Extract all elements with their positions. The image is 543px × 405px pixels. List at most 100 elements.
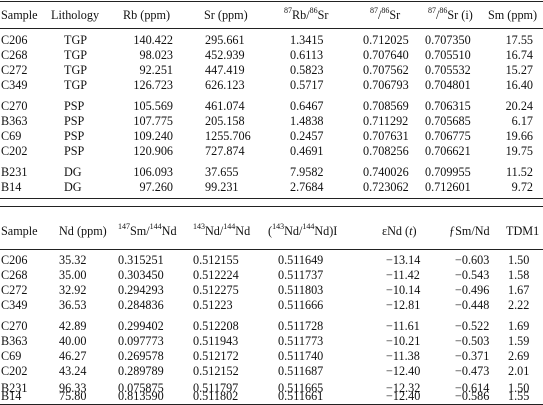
lithology-cell: PSP: [64, 144, 85, 158]
header-rule: [0, 28, 543, 29]
sr-ratio-cell: 0.706793: [363, 78, 409, 92]
nd-cell: 43.24: [59, 364, 87, 378]
sr-initial-cell: 0.705532: [425, 63, 471, 77]
sm-nd-ratio-cell: 0.269578: [118, 349, 164, 363]
sr-ratio-cell: 0.723062: [363, 180, 409, 194]
f-sm-nd-cell: −0.473: [455, 364, 490, 378]
table-row: C206 TGP 140.422 295.661 1.3415 0.712025…: [0, 33, 543, 48]
tdm-cell: 1.50: [508, 381, 530, 395]
sr-cell: 99.231: [205, 180, 239, 194]
header-sr-initial: 87/86Sr (i): [428, 5, 473, 22]
sm-cell: 6.17: [511, 114, 533, 128]
nd-ratio-cell: 0.511943: [193, 334, 239, 348]
sample-cell: C270: [1, 319, 28, 333]
header-lithology: Lithology: [51, 8, 100, 22]
nd-cell: 40.00: [59, 334, 87, 348]
lithology-cell: DG: [64, 180, 82, 194]
rb-sr-ratio-cell: 2.7684: [290, 180, 324, 194]
table-row: B14 DG 97.260 99.231 2.7684 0.723062 0.7…: [0, 180, 543, 195]
sm-cell: 16.74: [505, 48, 533, 62]
sample-cell: C270: [1, 99, 28, 113]
tdm-cell: 2.22: [508, 298, 530, 312]
sm-nd-ratio-cell: 0.299402: [118, 319, 164, 333]
table-row: B14 75.80 0.813590 0.511802 0.511661 −12…: [0, 389, 543, 404]
table-row: B231 DG 106.093 37.655 7.9582 0.740026 0…: [0, 165, 543, 180]
table-row: C272 TGP 92.251 447.419 0.5823 0.707562 …: [0, 63, 543, 78]
nd-ratio-cell: 0.512155: [193, 253, 239, 267]
sm-nd-ratio-cell: 0.097773: [118, 334, 164, 348]
tdm-cell: 2.01: [508, 364, 530, 378]
sample-cell: C272: [1, 63, 28, 77]
lithology-cell: TGP: [64, 63, 88, 77]
rb-cell: 107.775: [133, 114, 173, 128]
sr-cell: 37.655: [205, 165, 239, 179]
sr-ratio-cell: 0.707631: [363, 129, 409, 143]
rb-sr-ratio-cell: 0.5717: [290, 78, 324, 92]
sr-initial-cell: 0.706315: [425, 99, 471, 113]
nd-ratio-cell: 0.51223: [193, 298, 233, 312]
sm-nd-table: Sample Nd (ppm) 147Sm/144Nd 143Nd/144Nd …: [0, 204, 543, 405]
nd-initial-cell: 0.511649: [278, 253, 324, 267]
rb-cell: 98.023: [139, 48, 173, 62]
sr-cell: 727.874: [205, 144, 245, 158]
rb-cell: 92.251: [139, 63, 173, 77]
f-sm-nd-cell: −0.603: [455, 253, 490, 267]
sample-cell: C349: [1, 78, 28, 92]
sample-cell: C268: [1, 268, 28, 282]
header-row: Sample Nd (ppm) 147Sm/144Nd 143Nd/144Nd …: [0, 222, 543, 239]
table-row: C202 43.24 0.289789 0.512152 0.511687 −1…: [0, 364, 543, 379]
f-sm-nd-cell: −0.586: [455, 389, 490, 403]
sample-cell: C206: [1, 253, 28, 267]
f-sm-nd-cell: −0.496: [455, 283, 490, 297]
nd-ratio-cell: 0.512208: [193, 319, 239, 333]
sr-ratio-cell: 0.708569: [363, 99, 409, 113]
sr-cell: 295.661: [205, 33, 245, 47]
table-row: B231 96.33 0.075875 0.511797 0.511665 −1…: [0, 381, 543, 396]
rb-sr-ratio-cell: 0.4691: [290, 144, 324, 158]
lithology-cell: TGP: [64, 33, 88, 47]
f-sm-nd-cell: −0.543: [455, 268, 490, 282]
sm-nd-ratio-cell: 0.315251: [118, 253, 164, 267]
rb-sr-ratio-cell: 0.2457: [290, 129, 324, 143]
sample-cell: C206: [1, 33, 28, 47]
sample-cell: B363: [1, 114, 28, 128]
rb-sr-ratio-cell: 1.4838: [290, 114, 324, 128]
nd-initial-cell: 0.511803: [278, 283, 324, 297]
sample-cell: C69: [1, 129, 22, 143]
sr-ratio-cell: 0.712025: [363, 33, 409, 47]
lithology-cell: DG: [64, 165, 82, 179]
table-row: C272 32.92 0.294293 0.512275 0.511803 −1…: [0, 283, 543, 298]
f-sm-nd-cell: −0.371: [455, 349, 490, 363]
epsilon-nd-cell: −12.32: [386, 381, 421, 395]
nd-initial-cell: 0.511665: [278, 381, 324, 395]
rb-cell: 126.723: [133, 78, 173, 92]
lithology-cell: PSP: [64, 129, 85, 143]
table-row: C268 TGP 98.023 452.939 0.6113 0.707640 …: [0, 48, 543, 63]
tdm-cell: 1.69: [508, 319, 530, 333]
f-sm-nd-cell: −0.522: [455, 319, 490, 333]
header-f-sm-nd: ƒSm/Nd: [449, 224, 490, 238]
tdm-cell: 2.69: [508, 349, 530, 363]
tdm-cell: 1.50: [508, 253, 530, 267]
sample-cell: C69: [1, 349, 22, 363]
rb-sr-ratio-cell: 7.9582: [290, 165, 324, 179]
rb-cell: 106.093: [133, 165, 173, 179]
sample-cell: B231: [1, 381, 28, 395]
tdm-cell: 1.58: [508, 268, 530, 282]
f-sm-nd-cell: −0.614: [455, 381, 490, 395]
sr-ratio-cell: 0.740026: [363, 165, 409, 179]
sample-cell: B363: [1, 334, 28, 348]
sample-cell: C202: [1, 144, 28, 158]
nd-ratio-cell: 0.512152: [193, 364, 239, 378]
lithology-cell: PSP: [64, 114, 85, 128]
sm-cell: 17.55: [505, 33, 533, 47]
rb-cell: 97.260: [139, 180, 173, 194]
rb-sr-ratio-cell: 0.6467: [290, 99, 324, 113]
sr-ratio-cell: 0.707562: [363, 63, 409, 77]
epsilon-nd-cell: −12.40: [386, 364, 421, 378]
f-sm-nd-cell: −0.448: [455, 298, 490, 312]
table-row: C206 35.32 0.315251 0.512155 0.511649 −1…: [0, 253, 543, 268]
tdm-cell: 1.67: [508, 283, 530, 297]
bottom-rule: [0, 198, 543, 199]
table-row: C270 42.89 0.299402 0.512208 0.511728 −1…: [0, 319, 543, 334]
